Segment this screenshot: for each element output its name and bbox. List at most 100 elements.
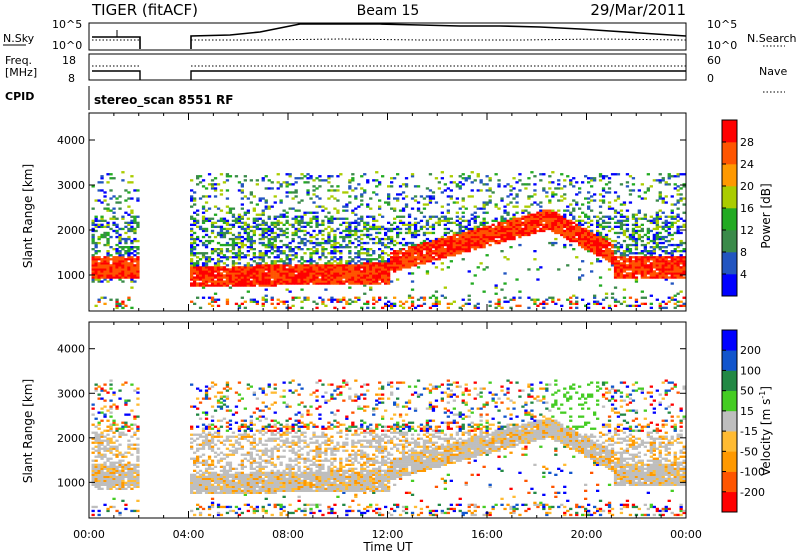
power-cell <box>289 272 292 274</box>
velocity-cell <box>202 472 205 474</box>
power-cell <box>342 236 345 238</box>
power-cell <box>98 299 101 301</box>
power-cell <box>345 210 348 212</box>
power-cell <box>599 248 602 250</box>
power-cell <box>214 276 217 278</box>
power-cell <box>250 301 253 303</box>
power-cell <box>563 246 566 248</box>
power-cell <box>495 226 498 228</box>
power-cell <box>253 266 256 268</box>
power-cell <box>435 258 438 260</box>
power-cell <box>190 236 193 238</box>
power-cell <box>444 248 447 250</box>
power-cell <box>447 303 450 305</box>
power-cell <box>333 234 336 236</box>
power-cell <box>569 228 572 230</box>
power-cell <box>121 307 124 309</box>
power-cell <box>309 280 312 282</box>
velocity-cell <box>103 468 106 470</box>
velocity-cell <box>100 464 103 466</box>
power-cell <box>527 218 530 220</box>
power-cell <box>300 262 303 264</box>
power-cell <box>608 222 611 224</box>
power-cell <box>256 270 259 272</box>
power-cell <box>292 226 295 228</box>
power-cell <box>363 191 366 193</box>
power-cell <box>98 268 101 270</box>
velocity-cell <box>103 448 106 450</box>
velocity-cell <box>95 460 98 462</box>
power-cell <box>250 266 253 268</box>
power-cell <box>614 210 617 212</box>
power-cell <box>650 303 653 305</box>
power-cell <box>599 254 602 256</box>
velocity-cell <box>115 454 118 456</box>
power-cell <box>208 297 211 299</box>
power-cell <box>408 216 411 218</box>
power-cell <box>426 187 429 189</box>
power-cell <box>408 256 411 258</box>
power-cell <box>614 216 617 218</box>
power-cell <box>605 234 608 236</box>
power-cell <box>298 272 301 274</box>
power-cell <box>644 260 647 262</box>
power-cell <box>247 268 250 270</box>
power-cell <box>250 193 253 195</box>
power-cell <box>647 258 650 260</box>
power-cell <box>596 232 599 234</box>
power-cell <box>438 252 441 254</box>
power-cell <box>474 244 477 246</box>
power-cell <box>223 280 226 282</box>
power-cell <box>229 287 232 289</box>
power-cell <box>223 181 226 183</box>
power-cell <box>554 220 557 222</box>
power-cell <box>444 183 447 185</box>
power-cell <box>596 222 599 224</box>
power-cell <box>306 222 309 224</box>
power-cell <box>650 268 653 270</box>
power-cell <box>468 234 471 236</box>
power-cell <box>372 278 375 280</box>
power-cell <box>614 272 617 274</box>
power-cell <box>268 238 271 240</box>
power-cell <box>378 238 381 240</box>
power-cell <box>357 218 360 220</box>
power-cell <box>118 268 121 270</box>
power-cell <box>632 272 635 274</box>
power-cell <box>295 232 298 234</box>
power-cell <box>399 185 402 187</box>
power-cell <box>190 254 193 256</box>
power-cell <box>330 278 333 280</box>
velocity-cell <box>127 462 130 464</box>
power-cell <box>644 216 647 218</box>
power-cell <box>432 246 435 248</box>
power-cell <box>435 177 438 179</box>
power-cell <box>399 232 402 234</box>
power-cell <box>127 266 130 268</box>
power-cell <box>632 276 635 278</box>
power-cell <box>103 260 106 262</box>
velocity-cell <box>124 414 127 416</box>
power-cell <box>205 218 208 220</box>
power-cell <box>438 244 441 246</box>
velocity-cell <box>118 434 121 436</box>
power-cell <box>551 195 554 197</box>
power-cell <box>402 210 405 212</box>
power-cell <box>327 238 330 240</box>
power-cell <box>626 218 629 220</box>
power-cell <box>98 250 101 252</box>
power-cell <box>315 242 318 244</box>
velocity-cell <box>92 472 95 474</box>
velocity-cell <box>136 458 139 460</box>
power-cell <box>486 228 489 230</box>
velocity-cell <box>115 408 118 410</box>
power-cell <box>506 226 509 228</box>
velocity-cell <box>124 400 127 402</box>
power-cell <box>438 222 441 224</box>
power-cell <box>414 307 417 309</box>
power-cell <box>274 224 277 226</box>
power-cell <box>190 228 193 230</box>
power-cell <box>665 252 668 254</box>
power-cell <box>411 197 414 199</box>
power-cell <box>683 242 686 244</box>
